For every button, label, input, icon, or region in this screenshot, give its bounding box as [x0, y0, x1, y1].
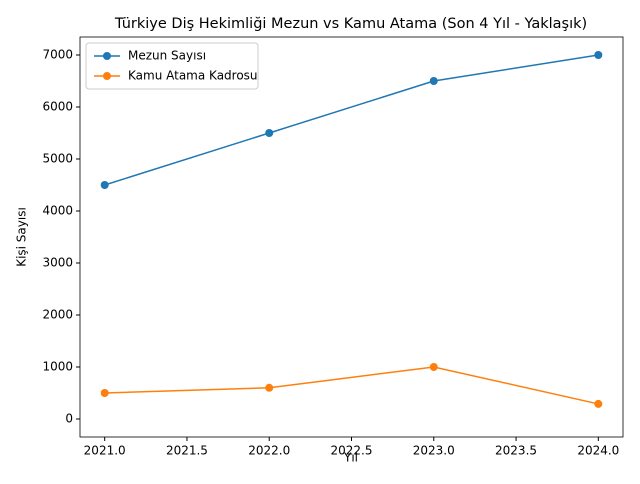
x-tick-label: 2024.0	[577, 444, 619, 458]
point	[265, 383, 274, 392]
y-tick-label: 1000	[42, 360, 73, 374]
x-tick-label: 2023.0	[413, 444, 455, 458]
legend-marker	[103, 72, 111, 80]
x-tick-label: 2022.0	[248, 444, 290, 458]
x-tick-label: 2023.5	[495, 444, 537, 458]
legend-frame	[85, 42, 259, 90]
series-line	[104, 366, 599, 405]
point	[429, 363, 438, 372]
y-tick-label: 2000	[42, 308, 73, 322]
legend-label: Mezun Sayısı	[128, 49, 206, 63]
legend-label: Kamu Atama Kadrosu	[128, 69, 258, 83]
y-axis-label: Kişi Sayısı	[15, 207, 29, 267]
y-tick-label: 7000	[42, 47, 73, 61]
point	[100, 180, 109, 189]
chart-title: Türkiye Diş Hekimliği Mezun vs Kamu Atam…	[114, 16, 587, 32]
y-tick-label: 5000	[42, 151, 73, 165]
point	[100, 389, 109, 398]
x-axis-label: Yıl	[343, 451, 358, 465]
point	[429, 76, 438, 85]
y-tick-label: 3000	[42, 256, 73, 270]
x-tick-label: 2021.5	[166, 444, 208, 458]
point	[594, 399, 603, 408]
plot-frame	[79, 36, 624, 438]
legend-marker	[103, 52, 111, 60]
x-tick-label: 2022.5	[331, 444, 373, 458]
y-tick-label: 4000	[42, 203, 73, 217]
y-tick-label: 6000	[42, 99, 73, 113]
point	[594, 50, 603, 59]
y-tick-label: 0	[65, 412, 73, 426]
x-tick-label: 2021.0	[84, 444, 126, 458]
series-line	[104, 54, 599, 186]
point	[265, 128, 274, 137]
